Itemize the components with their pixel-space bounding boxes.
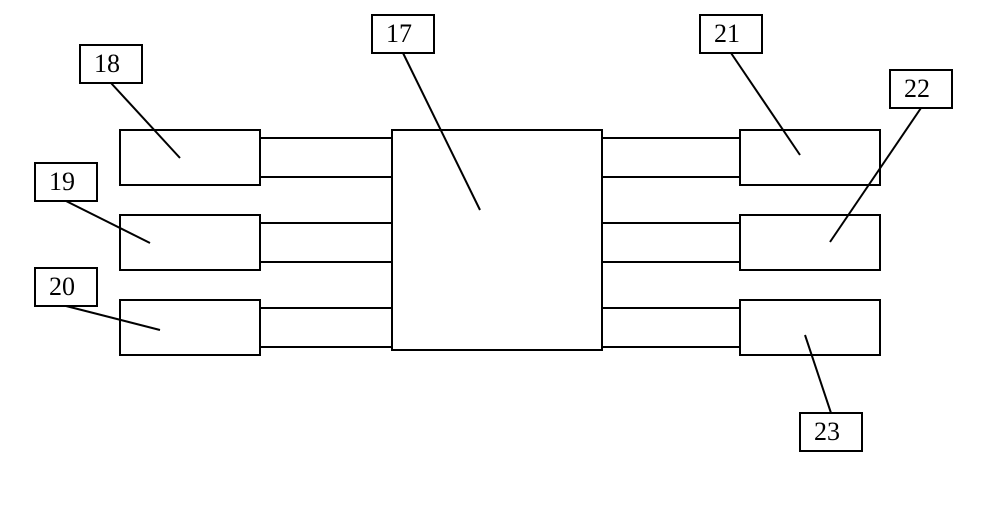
callout-leader-20 [66,306,160,330]
callout-label-20: 20 [49,272,75,301]
callout-leader-22 [830,108,921,242]
callout-label-17: 17 [386,19,412,48]
callout-leader-18 [111,83,180,158]
callout-leader-17 [403,53,480,210]
block-diagram: 17 18 19 20 21 22 23 [0,0,1000,529]
callout-label-18: 18 [94,49,120,78]
callout-label-21: 21 [714,19,740,48]
callout-leader-21 [731,53,800,155]
callout-label-22: 22 [904,74,930,103]
callout-leader-23 [805,335,831,413]
block-left_bot [120,300,260,355]
callout-label-19: 19 [49,167,75,196]
block-right_top [740,130,880,185]
block-center [392,130,602,350]
callout-label-23: 23 [814,417,840,446]
block-left_mid [120,215,260,270]
block-right_bot [740,300,880,355]
block-right_mid [740,215,880,270]
block-left_top [120,130,260,185]
callout-leader-19 [66,201,150,243]
